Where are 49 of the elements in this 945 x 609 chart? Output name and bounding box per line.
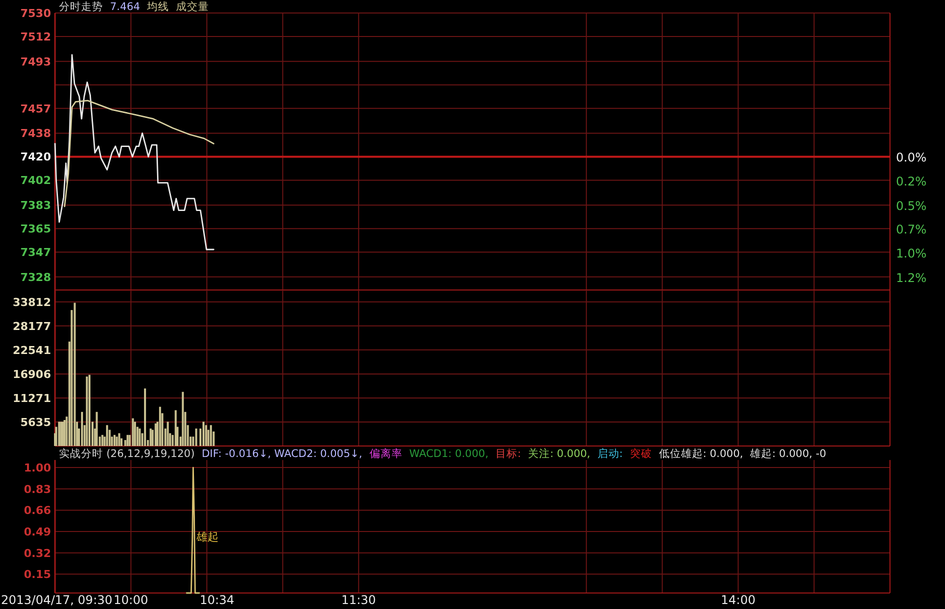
text: 雄起: 0.000, -0 — [749, 448, 826, 460]
y-tick-label: 7493 — [20, 55, 51, 68]
y-tick-label: 7383 — [20, 199, 51, 212]
text: 启动: — [597, 447, 623, 460]
text: 关注: 0.000, — [528, 447, 590, 460]
x-tick-label: 11:30 — [341, 593, 376, 607]
text: 均线 — [146, 0, 170, 13]
y-tick-label: 0.66 — [24, 504, 52, 518]
x-tick-label: 2013/04/17, 09:30 — [1, 593, 112, 607]
y-tick-label: 7365 — [20, 222, 51, 236]
annotation: 雄起 — [196, 530, 219, 544]
y-tick-label: 7438 — [20, 127, 51, 140]
y-tick-label: 0.49 — [24, 526, 51, 539]
y-tick-label: 7328 — [20, 270, 51, 284]
text: DIF: -0.016↓, WACD2: 0.005↓, — [202, 448, 362, 460]
y-tick-label: 7530 — [20, 7, 52, 20]
y-tick-label: 7347 — [20, 246, 51, 260]
y-tick-label: 7512 — [20, 30, 51, 44]
chart-title: 分时走势 — [59, 0, 103, 13]
y-tick-label: 16906 — [12, 368, 52, 381]
y-tick-label: 33812 — [12, 296, 51, 309]
text: 成交量 — [176, 0, 210, 13]
y-tick-label: 28177 — [12, 320, 51, 333]
chart-title: 实战分时 (26,12,9,19,120) — [59, 447, 195, 460]
y-tick-label: 7457 — [20, 102, 51, 116]
y-tick-label: 11271 — [12, 392, 51, 405]
y-tick-label: 7402 — [20, 174, 51, 188]
x-tick-label: 10:34 — [200, 593, 234, 607]
y-tick-label: 0.32 — [24, 546, 51, 560]
x-tick-label: 10:00 — [114, 593, 148, 607]
y-tick-label: 0.15 — [24, 568, 51, 582]
y2-tick-label: 0.0% — [896, 150, 926, 164]
text: WACD1: 0.000, — [409, 448, 488, 460]
y2-tick-label: 0.2% — [896, 174, 926, 189]
text: 7.464 — [110, 1, 140, 13]
y2-tick-label: 1.2% — [896, 270, 926, 285]
y-tick-label: 1.00 — [24, 462, 52, 475]
y2-tick-label: 0.5% — [896, 198, 926, 213]
text: 偏离率 — [369, 447, 402, 460]
y-tick-label: 22541 — [12, 344, 51, 357]
y-tick-label: 5635 — [20, 416, 51, 429]
y-tick-label: 7420 — [20, 150, 52, 164]
text: 突破 — [630, 447, 652, 460]
y2-tick-label: 0.7% — [896, 222, 926, 236]
y-tick-label: 0.83 — [24, 482, 51, 496]
y2-tick-label: 1.0% — [896, 246, 926, 261]
text: 低位雄起: 0.000, — [658, 448, 744, 460]
text: 目标: — [495, 448, 521, 460]
x-tick-label: 14:00 — [720, 593, 756, 607]
